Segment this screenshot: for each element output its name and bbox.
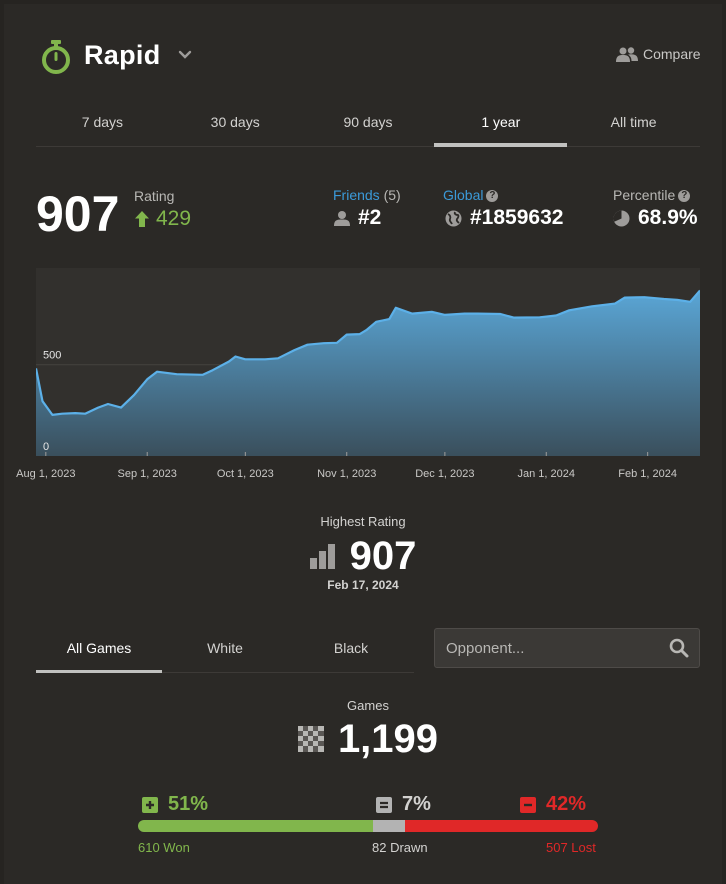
won-percent-value: 51%	[168, 793, 209, 815]
friends-count: (5)	[383, 187, 401, 203]
percentile-label-group: Percentile?	[613, 187, 691, 203]
compare-label: Compare	[643, 46, 701, 62]
highest-rating-date: Feb 17, 2024	[327, 578, 399, 592]
global-rank: #1859632	[445, 206, 563, 230]
percentile-value-group: 68.9%	[613, 206, 698, 230]
stopwatch-icon	[42, 40, 70, 74]
opponent-search-input[interactable]	[435, 638, 659, 658]
global-label[interactable]: Global	[443, 187, 484, 203]
drawn-percent-value: 7%	[402, 793, 431, 815]
x-tick-label: Jan 1, 2024	[517, 468, 576, 480]
x-tick-label: Sep 1, 2023	[117, 468, 177, 480]
x-tick-label: Oct 1, 2023	[216, 468, 274, 480]
percentile-label: Percentile	[613, 187, 676, 203]
tab-all-games[interactable]: All Games	[36, 630, 162, 673]
pie-chart-icon	[613, 209, 630, 226]
games-total-value: 1,199	[337, 717, 439, 761]
rating-area	[36, 290, 700, 456]
tab-1-year[interactable]: 1 year	[434, 104, 567, 147]
tab-black[interactable]: Black	[333, 640, 369, 656]
global-rank-value: #1859632	[470, 206, 564, 229]
x-tick-label: Aug 1, 2023	[16, 468, 76, 480]
won-percent: 51%	[142, 793, 208, 816]
highest-rating: 907	[0, 534, 726, 578]
tab-all-time[interactable]: All time	[610, 114, 657, 130]
games-label: Games	[347, 698, 389, 713]
globe-icon	[445, 210, 462, 226]
drawn-count: 82 Drawn	[372, 840, 428, 855]
period-tabs: 7 days 30 days 90 days 1 year All time	[36, 104, 700, 147]
results-bar-won	[138, 820, 373, 832]
opponent-search	[434, 628, 700, 668]
bar-chart-icon	[309, 544, 335, 569]
mode-title[interactable]: Rapid	[84, 40, 161, 70]
y-tick-label: 500	[43, 350, 61, 362]
rating-change-value: 429	[156, 207, 192, 230]
y-tick-label: 0	[43, 441, 49, 453]
lost-percent: 42%	[520, 793, 586, 816]
global-label-group[interactable]: Global?	[443, 187, 499, 203]
users-icon	[616, 47, 638, 62]
won-count: 610 Won	[138, 840, 190, 855]
x-tick-label: Nov 1, 2023	[317, 468, 377, 480]
game-color-tabs: All Games White Black	[36, 630, 414, 673]
friends-label[interactable]: Friends	[333, 187, 380, 203]
plus-icon	[142, 796, 158, 813]
current-rating: 907	[36, 186, 120, 242]
percentile-value: 68.9%	[638, 206, 698, 229]
search-icon	[669, 638, 689, 658]
chessboard-icon	[297, 726, 324, 752]
tab-90-days[interactable]: 90 days	[343, 114, 393, 130]
results-bar-lost	[404, 820, 598, 832]
compare-button[interactable]: Compare	[616, 46, 701, 62]
rating-line	[36, 289, 700, 416]
friends-rank: #2	[334, 206, 381, 230]
x-tick-label: Feb 1, 2024	[618, 468, 678, 480]
rating-label: Rating	[134, 188, 175, 204]
results-bar	[138, 820, 598, 832]
chevron-down-icon[interactable]	[178, 50, 192, 60]
results-bar-drawn	[372, 820, 405, 832]
highest-rating-label: Highest Rating	[320, 514, 406, 529]
tab-white[interactable]: White	[207, 640, 243, 656]
friends-label-group[interactable]: Friends (5)	[333, 187, 401, 203]
friends-rank-value: #2	[358, 206, 382, 229]
x-tick-label: Dec 1, 2023	[415, 468, 475, 480]
rating-change: 429	[134, 207, 191, 231]
help-icon[interactable]: ?	[486, 190, 499, 203]
games-total: 1,199	[0, 716, 726, 762]
user-icon	[334, 211, 350, 226]
rating-chart: 500 0	[36, 268, 700, 456]
tab-30-days[interactable]: 30 days	[210, 114, 260, 130]
drawn-percent: 7%	[376, 793, 431, 816]
x-axis-labels: Aug 1, 2023 Sep 1, 2023 Oct 1, 2023 Nov 1, …	[16, 468, 700, 484]
help-icon[interactable]: ?	[678, 190, 691, 203]
lost-percent-value: 42%	[546, 793, 587, 815]
equals-icon	[376, 796, 392, 813]
search-button[interactable]	[659, 629, 699, 667]
minus-icon	[520, 796, 536, 813]
lost-count: 507 Lost	[546, 840, 596, 855]
tab-7-days[interactable]: 7 days	[81, 114, 124, 130]
highest-rating-value: 907	[349, 534, 417, 578]
arrow-up-icon	[135, 211, 149, 227]
